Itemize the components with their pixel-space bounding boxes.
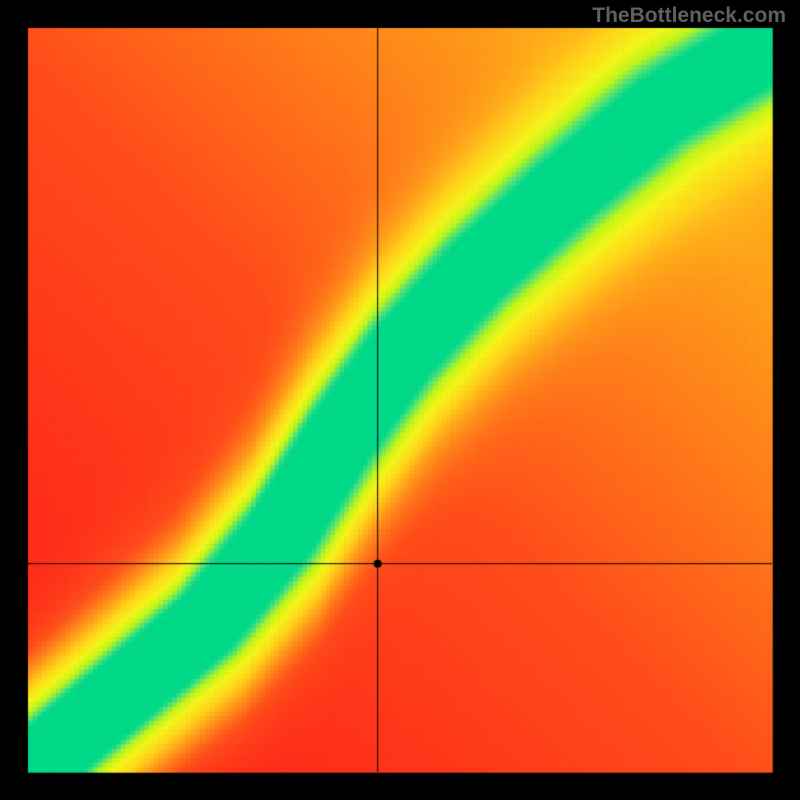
watermark-text: TheBottleneck.com bbox=[592, 4, 786, 28]
heatmap-plot bbox=[0, 0, 800, 800]
